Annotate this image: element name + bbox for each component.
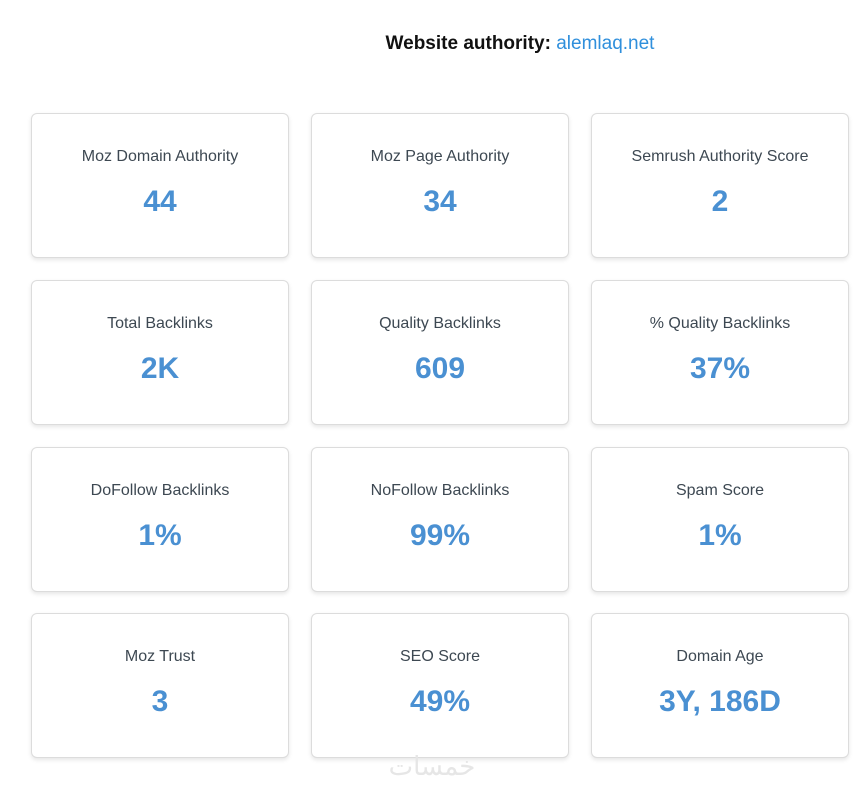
metric-label: Quality Backlinks: [379, 315, 501, 332]
metric-value: 2K: [140, 352, 180, 385]
metric-value: 49%: [409, 685, 471, 718]
metric-card-moz-page-authority: Moz Page Authority 34: [311, 113, 569, 258]
metric-value: 609: [414, 352, 466, 385]
metric-label: Moz Domain Authority: [81, 148, 239, 165]
website-authority-label: Website authority:: [385, 33, 551, 54]
metric-label: Moz Page Authority: [370, 148, 510, 165]
metric-card-domain-age: Domain Age 3Y, 186D: [591, 613, 849, 758]
metric-label: Moz Trust: [124, 648, 196, 665]
metric-value: 44: [143, 185, 177, 218]
metric-value: 37%: [689, 352, 751, 385]
metric-card-moz-trust: Moz Trust 3: [31, 613, 289, 758]
metric-card-total-backlinks: Total Backlinks 2K: [31, 280, 289, 425]
metric-value: 1%: [698, 519, 742, 552]
metric-label: Semrush Authority Score: [631, 148, 809, 165]
metric-value: 3: [151, 685, 169, 718]
watermark-logo: خمسات: [388, 752, 476, 782]
metric-card-semrush-authority-score: Semrush Authority Score 2: [591, 113, 849, 258]
metric-value: 34: [423, 185, 457, 218]
metric-card-moz-domain-authority: Moz Domain Authority 44: [31, 113, 289, 258]
metric-label: Spam Score: [675, 482, 765, 499]
metric-card-dofollow-backlinks: DoFollow Backlinks 1%: [31, 447, 289, 592]
metric-value: 99%: [409, 519, 471, 552]
metric-label: Domain Age: [676, 648, 764, 665]
metric-card-quality-backlinks: Quality Backlinks 609: [311, 280, 569, 425]
metric-label: DoFollow Backlinks: [90, 482, 230, 499]
domain-link[interactable]: alemlaq.net: [556, 33, 655, 54]
metric-label: % Quality Backlinks: [649, 315, 791, 332]
metric-value: 2: [711, 185, 729, 218]
metric-value: 3Y, 186D: [659, 685, 781, 718]
metric-card-nofollow-backlinks: NoFollow Backlinks 99%: [311, 447, 569, 592]
metric-label: SEO Score: [399, 648, 481, 665]
metric-card-seo-score: SEO Score 49%: [311, 613, 569, 758]
page-title: Website authority: alemlaq.net: [0, 32, 862, 56]
metric-label: NoFollow Backlinks: [370, 482, 510, 499]
metric-card-spam-score: Spam Score 1%: [591, 447, 849, 592]
metric-card-percent-quality-backlinks: % Quality Backlinks 37%: [591, 280, 849, 425]
metric-label: Total Backlinks: [107, 315, 213, 332]
metric-value: 1%: [138, 519, 182, 552]
